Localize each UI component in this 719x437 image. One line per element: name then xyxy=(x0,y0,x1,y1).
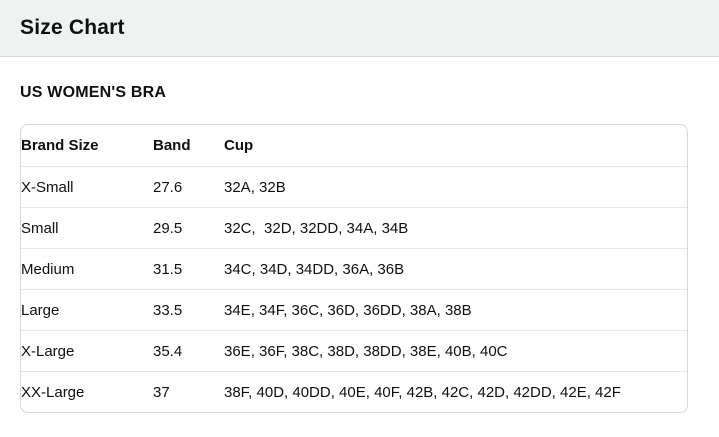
cup-cell: 34E, 34F, 36C, 36D, 36DD, 38A, 38B xyxy=(224,289,687,330)
table-header-row: Brand Size Band Cup xyxy=(21,125,687,166)
table-row: Medium 31.5 34C, 34D, 34DD, 36A, 36B xyxy=(21,248,687,289)
cup-cell: 36E, 36F, 38C, 38D, 38DD, 38E, 40B, 40C xyxy=(224,330,687,371)
band-cell: 31.5 xyxy=(153,248,224,289)
column-header-brand-size: Brand Size xyxy=(21,137,99,154)
brand-size-cell: Medium xyxy=(21,248,153,289)
cup-cell: 32C, 32D, 32DD, 34A, 34B xyxy=(224,207,687,248)
cup-cell: 34C, 34D, 34DD, 36A, 36B xyxy=(224,248,687,289)
table-row: Small 29.5 32C, 32D, 32DD, 34A, 34B xyxy=(21,207,687,248)
brand-size-cell: X-Large xyxy=(21,330,153,371)
band-cell: 29.5 xyxy=(153,207,224,248)
page-title: Size Chart xyxy=(20,16,125,39)
column-header-band: Band xyxy=(153,137,191,154)
band-cell: 37 xyxy=(153,371,224,412)
column-header-cup: Cup xyxy=(224,137,254,154)
table-row: X-Small 27.6 32A, 32B xyxy=(21,166,687,207)
size-chart-table: Brand Size Band Cup X-Small 27.6 32A, 32… xyxy=(20,124,688,413)
cup-cell: 32A, 32B xyxy=(224,166,687,207)
brand-size-cell: X-Small xyxy=(21,166,153,207)
cup-cell: 38F, 40D, 40DD, 40E, 40F, 42B, 42C, 42D,… xyxy=(224,371,687,412)
brand-size-cell: Small xyxy=(21,207,153,248)
table-row: Large 33.5 34E, 34F, 36C, 36D, 36DD, 38A… xyxy=(21,289,687,330)
table-row: XX-Large 37 38F, 40D, 40DD, 40E, 40F, 42… xyxy=(21,371,687,412)
band-cell: 27.6 xyxy=(153,166,224,207)
section-heading: US WOMEN'S BRA xyxy=(20,84,167,101)
table-row: X-Large 35.4 36E, 36F, 38C, 38D, 38DD, 3… xyxy=(21,330,687,371)
size-chart-header-bar: Size Chart xyxy=(0,0,719,57)
band-cell: 35.4 xyxy=(153,330,224,371)
brand-size-cell: Large xyxy=(21,289,153,330)
brand-size-cell: XX-Large xyxy=(21,371,153,412)
band-cell: 33.5 xyxy=(153,289,224,330)
